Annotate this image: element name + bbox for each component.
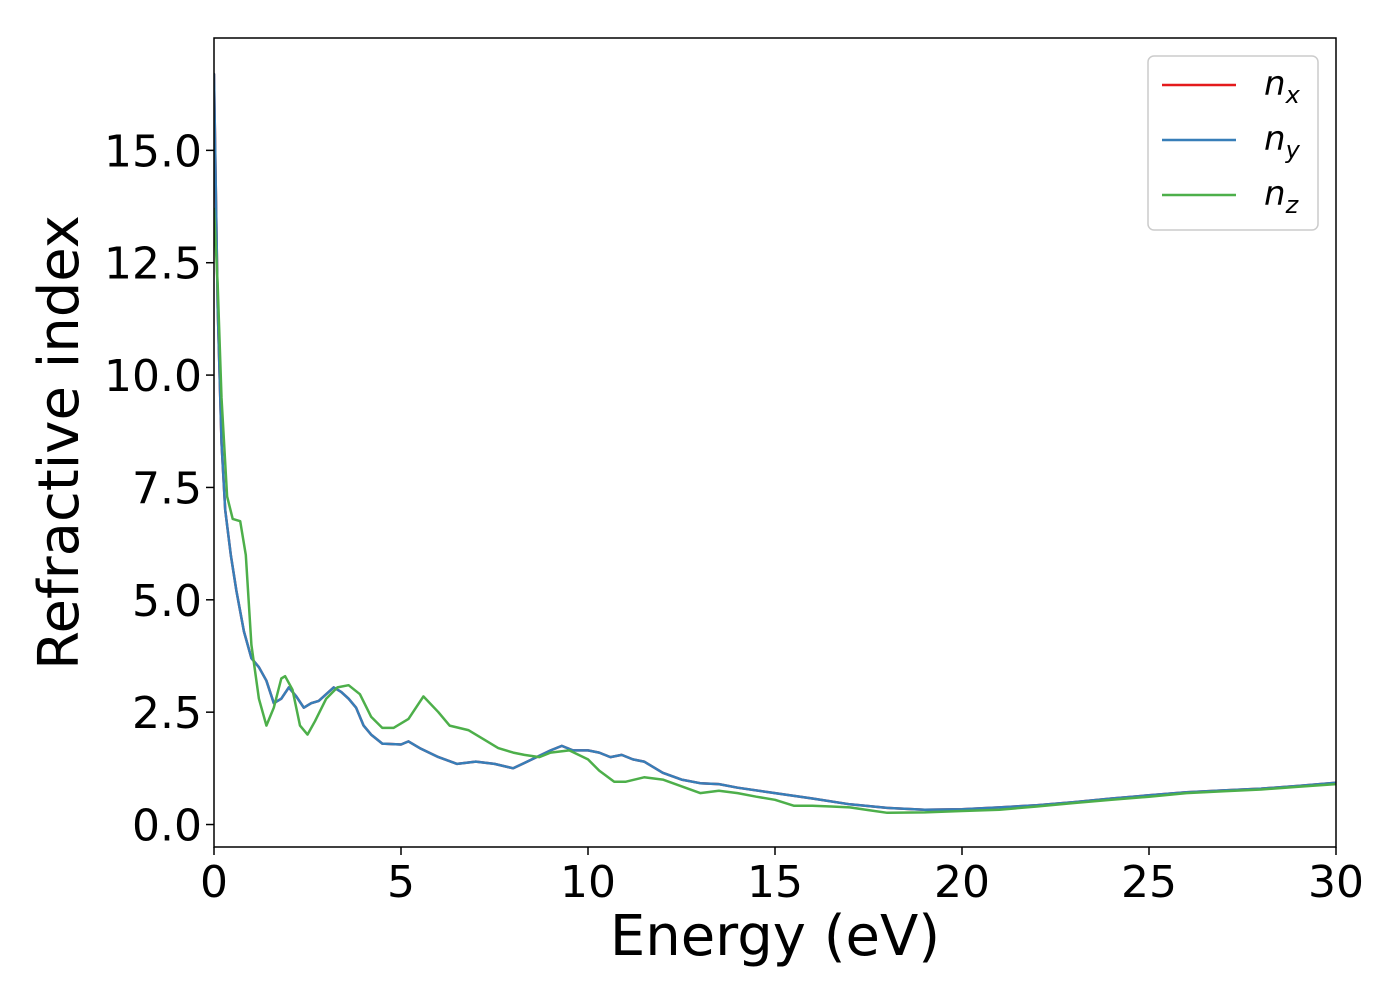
legend-label-n-z: nz [1264,174,1300,219]
x-tick-label: 15 [747,857,803,908]
x-tick-label: 20 [934,857,990,908]
legend-box [1147,55,1319,231]
series-line-n-y [214,72,1336,811]
y-axis-ticks: 0.0 2.5 5.0 7.5 10.0 12.5 15.0 [104,126,214,852]
y-tick-label: 5.0 [132,576,202,627]
series-line-n-z [214,207,1336,815]
x-tick-label: 10 [560,857,616,908]
legend: nx ny nz [1147,55,1319,231]
y-tick-label: 10.0 [104,351,202,402]
y-tick-label: 0.0 [132,801,202,852]
y-tick-label: 12.5 [104,239,202,290]
x-tick-label: 0 [200,857,228,908]
y-tick-label: 2.5 [132,688,202,739]
y-tick-label: 15.0 [104,126,202,177]
legend-label-n-y: ny [1264,119,1301,164]
x-tick-label: 25 [1121,857,1177,908]
x-tick-label: 5 [387,857,415,908]
x-tick-label: 30 [1308,857,1364,908]
x-axis-title: Energy (eV) [610,904,940,969]
y-axis-title: Refractive index [27,215,92,670]
series-layer [214,72,1336,815]
y-tick-label: 7.5 [132,463,202,514]
x-axis-ticks: 0 5 10 15 20 25 30 [200,847,1364,908]
legend-label-n-x: nx [1264,64,1301,109]
